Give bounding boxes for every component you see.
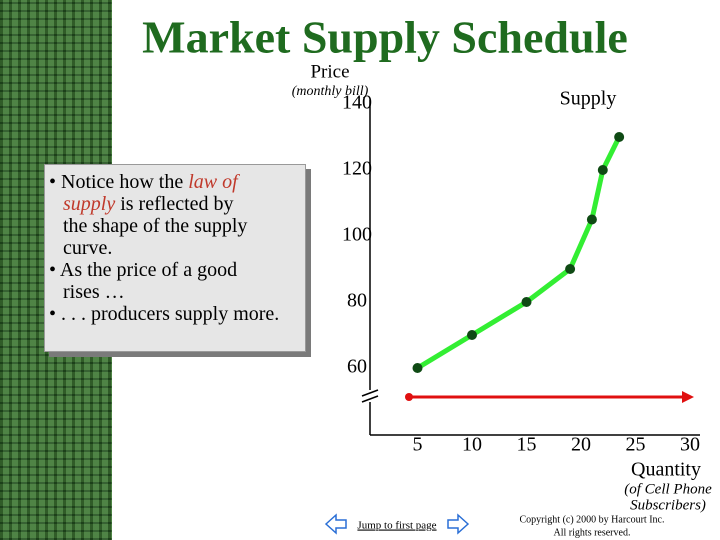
data-point	[597, 165, 608, 175]
supply-curve	[416, 135, 622, 371]
note-line: supply is reflected by	[49, 193, 301, 215]
y-axis-label: Price	[310, 61, 349, 82]
y-tick-label: 60	[347, 356, 367, 378]
nav-arrow-left[interactable]	[324, 513, 347, 535]
chart-title: Market Supply Schedule	[142, 12, 628, 63]
note-line: curve.	[49, 237, 301, 259]
jump-link[interactable]: Jump to first page	[357, 520, 436, 532]
x-tick-label: 20	[571, 434, 591, 456]
note-text: • As the price of a good	[49, 259, 238, 281]
note-line: the shape of the supply	[49, 215, 301, 237]
note-line: • As the price of a good	[49, 259, 301, 281]
note-text: rises …	[63, 281, 125, 303]
x-tick-label: 30	[680, 434, 700, 456]
note-text: the shape of the supply	[63, 215, 248, 237]
note-text: is reflected by	[115, 193, 234, 215]
x-tick-label: 5	[413, 434, 423, 456]
y-tick-label: 120	[342, 158, 372, 180]
notes-box: • Notice how the law of supply is reflect…	[44, 164, 306, 352]
data-point	[521, 297, 532, 307]
y-tick-label: 80	[347, 290, 367, 312]
x-axis-label: Quantity	[631, 459, 701, 481]
data-point	[586, 214, 597, 225]
note-text: law of	[188, 171, 238, 193]
axis-break	[361, 389, 379, 397]
note-text: • . . . producers supply more.	[49, 303, 280, 325]
data-point	[614, 132, 625, 142]
x-axis-sublabel: (of Cell Phone	[624, 481, 712, 497]
x-tick-label: 15	[517, 434, 537, 456]
nav-arrow-right[interactable]	[447, 513, 470, 535]
x-axis-sublabel: Subscribers)	[630, 497, 706, 513]
y-axis-sublabel: (monthly bill)	[292, 84, 369, 99]
red-arrowhead	[682, 391, 694, 403]
curve-label: Supply	[560, 88, 617, 110]
copyright: Copyright (c) 2000 by Harcourt Inc.	[520, 514, 665, 525]
data-point	[565, 264, 576, 274]
note-line: • Notice how the law of	[49, 171, 301, 193]
note-text: supply	[63, 193, 116, 215]
copyright: All rights reserved.	[554, 527, 631, 538]
y-tick-label: 100	[342, 224, 372, 246]
note-text: • Notice how the	[49, 171, 189, 193]
data-point	[412, 363, 423, 373]
y-tick-label: 140	[342, 92, 372, 114]
axis-break	[361, 395, 379, 403]
data-point	[467, 330, 477, 340]
red-dot	[405, 393, 413, 401]
x-tick-label: 25	[626, 434, 646, 456]
note-text: curve.	[63, 237, 113, 259]
note-line: rises …	[49, 281, 301, 303]
x-tick-label: 10	[462, 434, 482, 456]
note-line: • . . . producers supply more.	[49, 303, 301, 325]
